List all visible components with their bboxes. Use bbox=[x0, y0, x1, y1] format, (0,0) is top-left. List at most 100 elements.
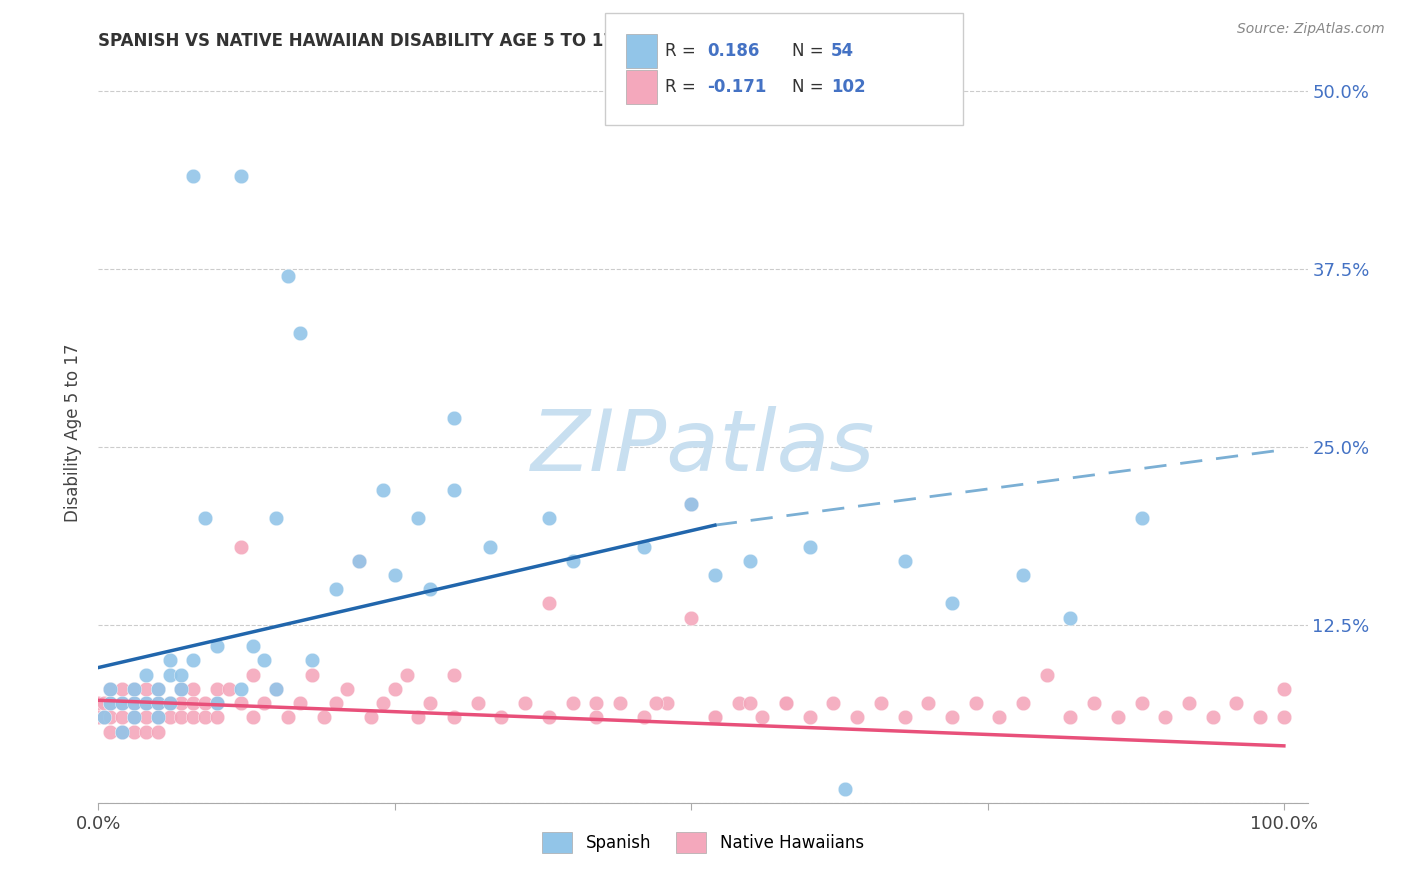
Legend: Spanish, Native Hawaiians: Spanish, Native Hawaiians bbox=[534, 824, 872, 861]
Text: 54: 54 bbox=[831, 42, 853, 60]
Point bbox=[585, 710, 607, 724]
Point bbox=[111, 724, 134, 739]
Point bbox=[917, 696, 939, 710]
Point bbox=[312, 710, 335, 724]
Point bbox=[253, 696, 276, 710]
Point bbox=[146, 696, 169, 710]
Point bbox=[205, 710, 228, 724]
Point bbox=[491, 710, 513, 724]
Point bbox=[229, 696, 252, 710]
Point bbox=[146, 710, 169, 724]
Text: 0.186: 0.186 bbox=[707, 42, 759, 60]
Point bbox=[205, 696, 228, 710]
Point bbox=[146, 681, 169, 696]
Point bbox=[371, 483, 394, 497]
Point bbox=[775, 696, 797, 710]
Point bbox=[609, 696, 631, 710]
Point bbox=[1012, 568, 1035, 582]
Point bbox=[218, 681, 240, 696]
Point bbox=[111, 696, 134, 710]
Point bbox=[181, 710, 204, 724]
Point bbox=[253, 653, 276, 667]
Point bbox=[181, 169, 204, 184]
Point bbox=[146, 710, 169, 724]
Point bbox=[775, 696, 797, 710]
Point bbox=[360, 710, 382, 724]
Point bbox=[384, 568, 406, 582]
Point bbox=[229, 540, 252, 554]
Text: N =: N = bbox=[792, 78, 828, 96]
Point bbox=[135, 681, 157, 696]
Point bbox=[395, 667, 418, 681]
Point bbox=[264, 681, 287, 696]
Point bbox=[194, 696, 217, 710]
Point bbox=[965, 696, 987, 710]
Point bbox=[146, 724, 169, 739]
Point bbox=[740, 696, 762, 710]
Point bbox=[1178, 696, 1201, 710]
Point bbox=[135, 710, 157, 724]
Point bbox=[194, 710, 217, 724]
Point bbox=[122, 710, 145, 724]
Point bbox=[264, 511, 287, 525]
Point bbox=[135, 724, 157, 739]
Point bbox=[834, 781, 856, 796]
Point bbox=[93, 710, 115, 724]
Text: 102: 102 bbox=[831, 78, 866, 96]
Point bbox=[846, 710, 869, 724]
Point bbox=[93, 710, 115, 724]
Point bbox=[301, 653, 323, 667]
Point bbox=[170, 710, 193, 724]
Point bbox=[537, 511, 560, 525]
Point bbox=[122, 681, 145, 696]
Point bbox=[988, 710, 1011, 724]
Point bbox=[98, 710, 121, 724]
Point bbox=[585, 696, 607, 710]
Point bbox=[242, 710, 264, 724]
Point bbox=[537, 597, 560, 611]
Point bbox=[111, 696, 134, 710]
Point bbox=[703, 568, 725, 582]
Point bbox=[443, 667, 465, 681]
Point bbox=[205, 639, 228, 653]
Point bbox=[633, 710, 655, 724]
Point bbox=[242, 639, 264, 653]
Point bbox=[122, 696, 145, 710]
Point bbox=[181, 696, 204, 710]
Point bbox=[657, 696, 679, 710]
Point bbox=[98, 681, 121, 696]
Point bbox=[159, 653, 181, 667]
Point bbox=[170, 681, 193, 696]
Point bbox=[384, 681, 406, 696]
Point bbox=[264, 681, 287, 696]
Point bbox=[561, 696, 583, 710]
Point bbox=[181, 681, 204, 696]
Text: N =: N = bbox=[792, 42, 828, 60]
Point bbox=[159, 696, 181, 710]
Point bbox=[194, 511, 217, 525]
Point bbox=[869, 696, 891, 710]
Point bbox=[87, 710, 110, 724]
Point bbox=[1036, 667, 1059, 681]
Point bbox=[408, 511, 430, 525]
Point bbox=[111, 710, 134, 724]
Point bbox=[1083, 696, 1105, 710]
Point bbox=[1272, 710, 1295, 724]
Point bbox=[893, 710, 915, 724]
Point bbox=[146, 681, 169, 696]
Point bbox=[122, 724, 145, 739]
Point bbox=[1249, 710, 1271, 724]
Point bbox=[561, 554, 583, 568]
Point bbox=[325, 582, 347, 597]
Point bbox=[799, 710, 821, 724]
Point bbox=[135, 696, 157, 710]
Point bbox=[823, 696, 845, 710]
Point bbox=[799, 540, 821, 554]
Point bbox=[1130, 696, 1153, 710]
Point bbox=[170, 667, 193, 681]
Point bbox=[478, 540, 501, 554]
Point bbox=[347, 554, 370, 568]
Point bbox=[681, 497, 703, 511]
Point bbox=[1272, 681, 1295, 696]
Point bbox=[751, 710, 773, 724]
